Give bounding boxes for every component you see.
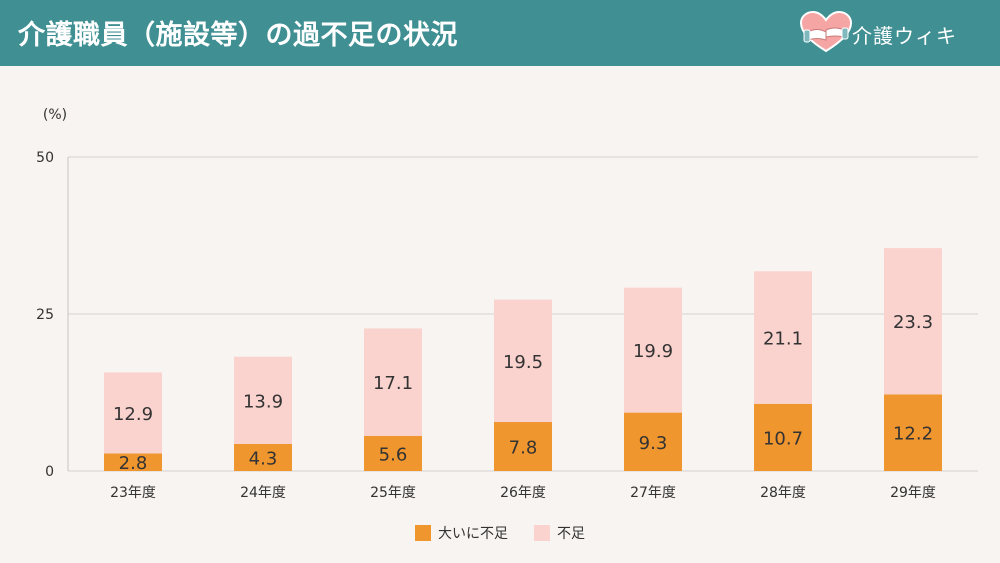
data-label-severe: 12.2 — [893, 424, 933, 445]
page-title: 介護職員（施設等）の過不足の状況 — [18, 20, 458, 51]
data-label-severe: 4.3 — [249, 448, 278, 469]
legend-swatch-shortage — [534, 525, 550, 541]
bar-severe-shortage — [104, 453, 162, 471]
data-label-shortage: 19.9 — [633, 341, 673, 362]
data-label-severe: 9.3 — [639, 433, 668, 454]
bar-shortage — [494, 299, 552, 423]
x-tick-label: 24年度 — [240, 485, 286, 501]
x-tick-label: 29年度 — [890, 485, 936, 501]
x-tick-label: 26年度 — [500, 485, 546, 501]
bar-severe-shortage — [624, 412, 682, 471]
chart-legend: 大いに不足 不足 — [0, 520, 1000, 546]
bar-shortage — [364, 328, 422, 436]
data-label-shortage: 13.9 — [243, 391, 283, 412]
bar-severe-shortage — [234, 443, 292, 471]
stacked-bar-chart: 0 25 50 (%) 2.8 12.9 23年度 4.3 13.9 24年度 5.6 17.1 25年… — [36, 107, 978, 501]
data-label-shortage: 21.1 — [763, 329, 803, 350]
bar-shortage — [234, 356, 292, 444]
y-axis-unit-label: (%) — [43, 107, 67, 123]
x-tick-label: 28年度 — [760, 485, 806, 501]
legend-label-severe: 大いに不足 — [438, 526, 508, 542]
x-tick-label: 25年度 — [370, 485, 416, 501]
y-tick-label: 50 — [36, 150, 54, 166]
bar-severe-shortage — [494, 422, 552, 471]
data-label-shortage: 12.9 — [113, 404, 153, 425]
y-tick-label: 25 — [36, 307, 54, 323]
data-label-shortage: 17.1 — [373, 373, 413, 394]
data-label-shortage: 23.3 — [893, 312, 933, 333]
bar-shortage — [884, 248, 942, 395]
legend-item-severe: 大いに不足 — [415, 523, 508, 543]
bar-shortage — [104, 372, 162, 454]
legend-label-shortage: 不足 — [557, 526, 585, 542]
legend-item-shortage: 不足 — [534, 523, 585, 543]
data-label-severe: 10.7 — [763, 428, 803, 449]
y-tick-label: 0 — [45, 464, 54, 480]
data-label-severe: 2.8 — [119, 453, 148, 474]
x-tick-label: 23年度 — [110, 485, 156, 501]
bar-shortage — [624, 287, 682, 413]
data-label-severe: 7.8 — [509, 438, 538, 459]
brand[interactable]: 介護ウィキ — [798, 10, 988, 56]
bar-shortage — [754, 271, 812, 404]
header-bar: 介護職員（施設等）の過不足の状況 介護ウィキ — [0, 0, 1000, 66]
data-label-shortage: 19.5 — [503, 352, 543, 373]
x-tick-label: 27年度 — [630, 485, 676, 501]
heart-hands-icon — [799, 10, 853, 53]
bar-severe-shortage — [754, 403, 812, 471]
legend-swatch-severe — [415, 525, 431, 541]
bar-severe-shortage — [884, 394, 942, 471]
brand-name: 介護ウィキ — [852, 24, 957, 48]
data-label-severe: 5.6 — [379, 444, 408, 465]
bar-severe-shortage — [364, 435, 422, 471]
